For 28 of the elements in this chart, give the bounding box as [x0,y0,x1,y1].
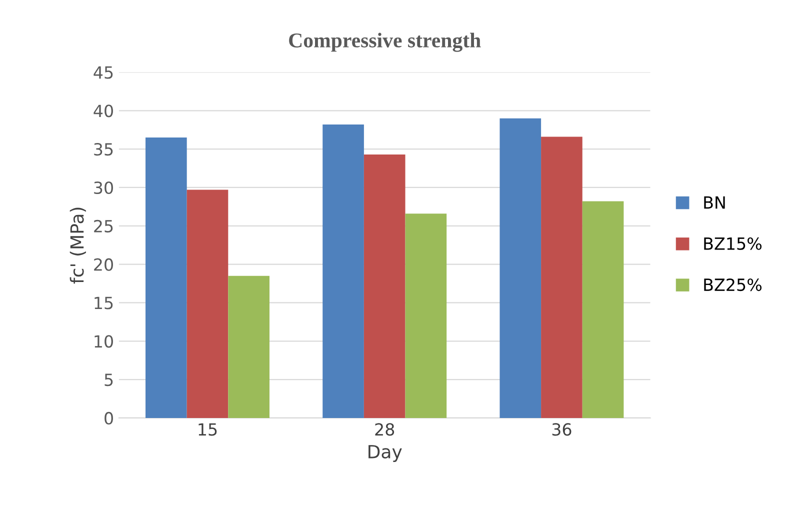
y-tick-label: 40 [94,104,113,118]
bar [364,154,406,418]
x-tick-label: 28 [375,423,394,436]
bar [500,118,542,418]
bar [582,201,624,418]
y-tick-label: 35 [94,143,113,156]
bar [186,190,228,418]
y-tick-label: 5 [104,374,113,386]
chart-title: Compressive strength [289,32,481,52]
y-axis-title: fc' (MPa) [70,208,86,284]
legend-label: BZ25% [704,278,762,292]
y-tick-label: 15 [94,296,113,310]
bar [541,136,582,418]
bar [405,214,447,418]
y-tick-label: 30 [94,181,113,194]
y-tick-label: 20 [94,258,113,271]
y-tick-label: 10 [94,335,113,348]
y-tick-label: 25 [94,220,113,232]
x-tick-label: 15 [198,423,217,436]
legend-label: BZ15% [704,237,762,250]
y-tick-label: 45 [94,66,113,79]
x-tick-label: 36 [552,423,572,436]
bar [322,124,364,418]
bar [146,138,187,418]
bar [228,276,270,418]
x-axis-title: Day [368,445,402,462]
y-tick-label: 0 [104,412,113,425]
legend-label: BN [704,196,725,209]
